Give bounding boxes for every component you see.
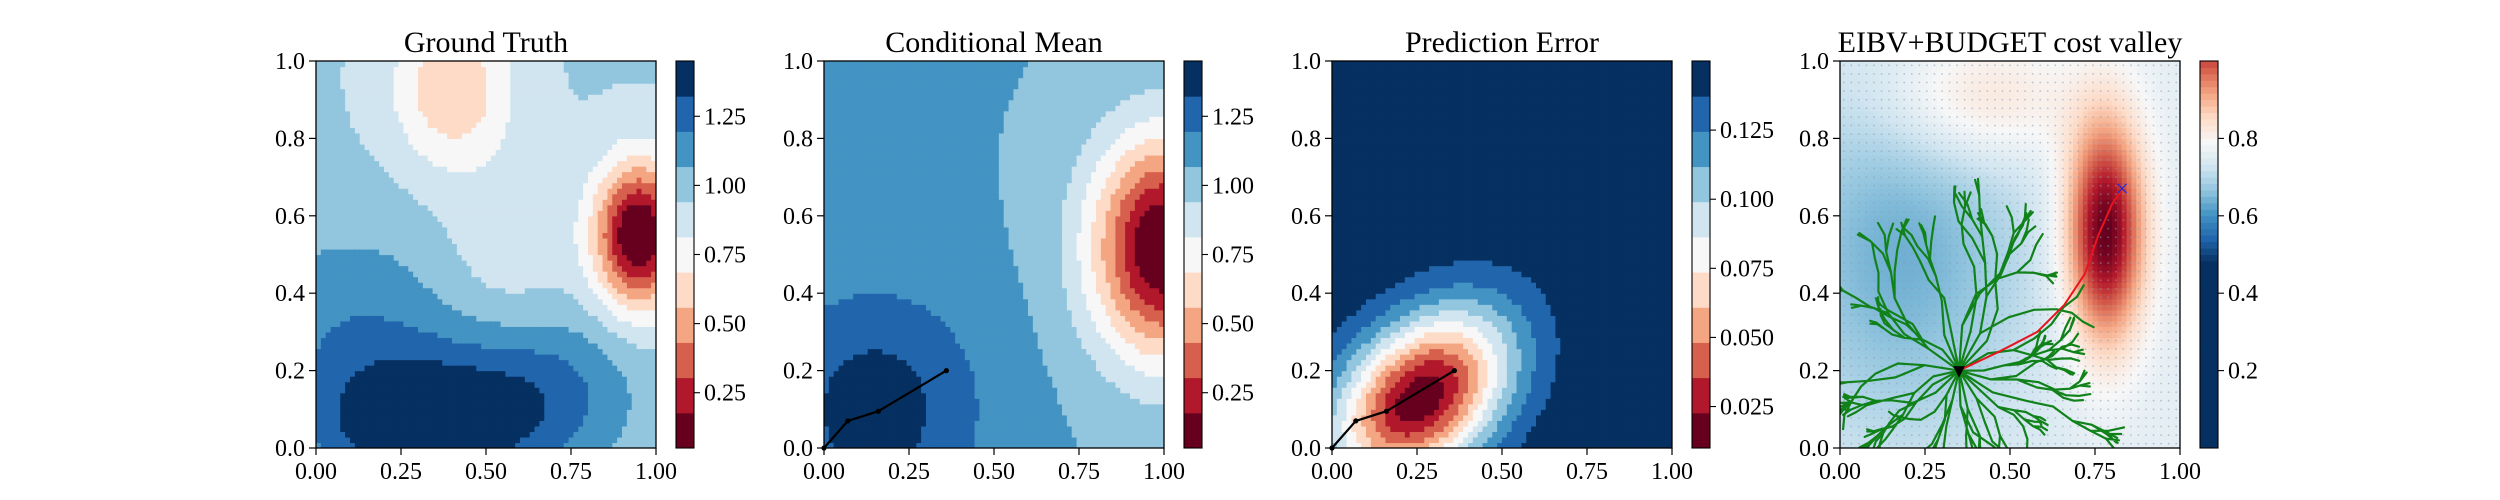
y-tick-label: 0.0	[275, 436, 305, 462]
y-tick-label: 1.0	[1291, 49, 1321, 75]
rrt-tree	[1840, 177, 2126, 448]
panel-title: Ground Truth	[404, 26, 568, 59]
y-tick-label: 0.8	[1291, 126, 1321, 152]
path-point	[1383, 408, 1389, 414]
y-tick-label: 1.0	[783, 49, 813, 75]
heatmap	[316, 61, 656, 448]
colorbar: 0.25 0.50 0.75 1.00 1.25	[675, 60, 746, 449]
y-tick-label: 0.2	[275, 359, 305, 385]
panel-title: Conditional Mean	[885, 26, 1102, 59]
x-tick-label: 0.00	[1819, 459, 1861, 485]
x-tick-label: 0.00	[803, 459, 845, 485]
path-point	[845, 418, 851, 424]
panel-title: Prediction Error	[1405, 26, 1599, 59]
colorbar-tick-label: 0.25	[704, 381, 746, 407]
panel-3: Prediction Error 0.00 0.25 0.50 0.75 1.00 0.0 0…	[1291, 26, 1774, 485]
colorbar: 0.25 0.50 0.75 1.00 1.25	[1183, 60, 1254, 449]
planned-route	[1958, 188, 2124, 372]
colorbar-tick-label: 0.75	[1212, 243, 1254, 269]
sampling-path	[823, 369, 947, 449]
x-tick-label: 0.50	[973, 459, 1015, 485]
colorbar-tick-label: 0.2	[2228, 359, 2258, 385]
y-tick-label: 0.2	[783, 359, 813, 385]
colorbar-tick-label: 1.00	[1212, 173, 1254, 199]
y-tick-label: 0.0	[1799, 436, 1829, 462]
y-tick-label: 0.6	[783, 204, 813, 230]
y-tick-label: 0.0	[783, 436, 813, 462]
x-tick-label: 0.25	[1396, 459, 1438, 485]
colorbar-tick-label: 0.025	[1720, 395, 1774, 421]
x-tick-label: 0.75	[1566, 459, 1608, 485]
colorbar-tick-label: 0.50	[1212, 312, 1254, 338]
x-tick-label: 0.25	[380, 459, 422, 485]
panel-4: ▼ × EIBV+BUDGET cost valley 0.00 0.25 0.50 0.7…	[1799, 26, 2258, 485]
x-tick-label: 1.00	[1143, 459, 1185, 485]
x-tick-label: 0.50	[465, 459, 507, 485]
y-tick-label: 0.8	[1799, 126, 1829, 152]
panel-title: EIBV+BUDGET cost valley	[1838, 26, 2183, 59]
x-tick-label: 0.25	[1904, 459, 1946, 485]
x-tick-label: 1.00	[1651, 459, 1693, 485]
colorbar-tick-label: 0.4	[2228, 281, 2258, 307]
x-tick-label: 0.75	[550, 459, 592, 485]
colorbar-tick-label: 0.075	[1720, 256, 1774, 282]
x-tick-label: 0.50	[1989, 459, 2031, 485]
y-tick-label: 0.8	[783, 126, 813, 152]
start-marker: ▼	[1949, 361, 1969, 383]
colorbar: 0.025 0.050 0.075 0.100 0.125	[1691, 60, 1774, 449]
colorbar-tick-label: 0.125	[1720, 118, 1774, 144]
path-point	[875, 408, 882, 414]
y-tick-label: 0.4	[1291, 281, 1321, 307]
colorbar-tick-label: 0.100	[1720, 187, 1774, 213]
x-tick-label: 0.00	[295, 459, 337, 485]
colorbar-tick-label: 0.75	[704, 243, 746, 269]
colorbar-tick-label: 1.25	[704, 104, 746, 130]
target-marker: ×	[2115, 177, 2129, 203]
y-tick-label: 1.0	[275, 49, 305, 75]
colorbar-tick-label: 0.8	[2228, 126, 2258, 152]
colorbar-tick-label: 0.050	[1720, 325, 1774, 351]
x-tick-label: 1.00	[2159, 459, 2201, 485]
sampling-path	[1331, 369, 1455, 449]
y-tick-label: 0.4	[783, 281, 813, 307]
path-point	[943, 368, 950, 374]
colorbar-tick-label: 1.25	[1212, 104, 1254, 130]
x-tick-label: 0.00	[1311, 459, 1353, 485]
x-tick-label: 0.25	[888, 459, 930, 485]
y-tick-label: 0.6	[275, 204, 305, 230]
y-tick-label: 0.4	[1799, 281, 1829, 307]
colorbar-tick-label: 0.6	[2228, 204, 2258, 230]
path-point	[1451, 368, 1457, 374]
y-tick-label: 0.4	[275, 281, 305, 307]
panel-2: Conditional Mean 0.00 0.25 0.50 0.75 1.00 0.0 0…	[783, 26, 1254, 485]
x-tick-label: 0.75	[2074, 459, 2116, 485]
y-tick-label: 0.2	[1799, 359, 1829, 385]
panel-1: Ground Truth 0.00 0.25 0.50 0.75 1.00 0.0 0.2 0.…	[275, 26, 746, 485]
colorbar-tick-label: 0.50	[704, 312, 746, 338]
y-tick-label: 1.0	[1799, 49, 1829, 75]
x-tick-label: 0.75	[1058, 459, 1100, 485]
x-tick-label: 0.50	[1481, 459, 1523, 485]
colorbar: 0.2 0.4 0.6 0.8	[2199, 60, 2258, 449]
heatmap	[824, 61, 1164, 448]
y-tick-label: 0.6	[1799, 204, 1829, 230]
y-tick-label: 0.0	[1291, 436, 1321, 462]
path-point	[1353, 418, 1359, 424]
heatmap	[1332, 61, 1672, 448]
colorbar-tick-label: 0.25	[1212, 381, 1254, 407]
colorbar-tick-label: 1.00	[704, 173, 746, 199]
y-tick-label: 0.6	[1291, 204, 1321, 230]
y-tick-label: 0.2	[1291, 359, 1321, 385]
y-tick-label: 0.8	[275, 126, 305, 152]
x-tick-label: 1.00	[635, 459, 677, 485]
